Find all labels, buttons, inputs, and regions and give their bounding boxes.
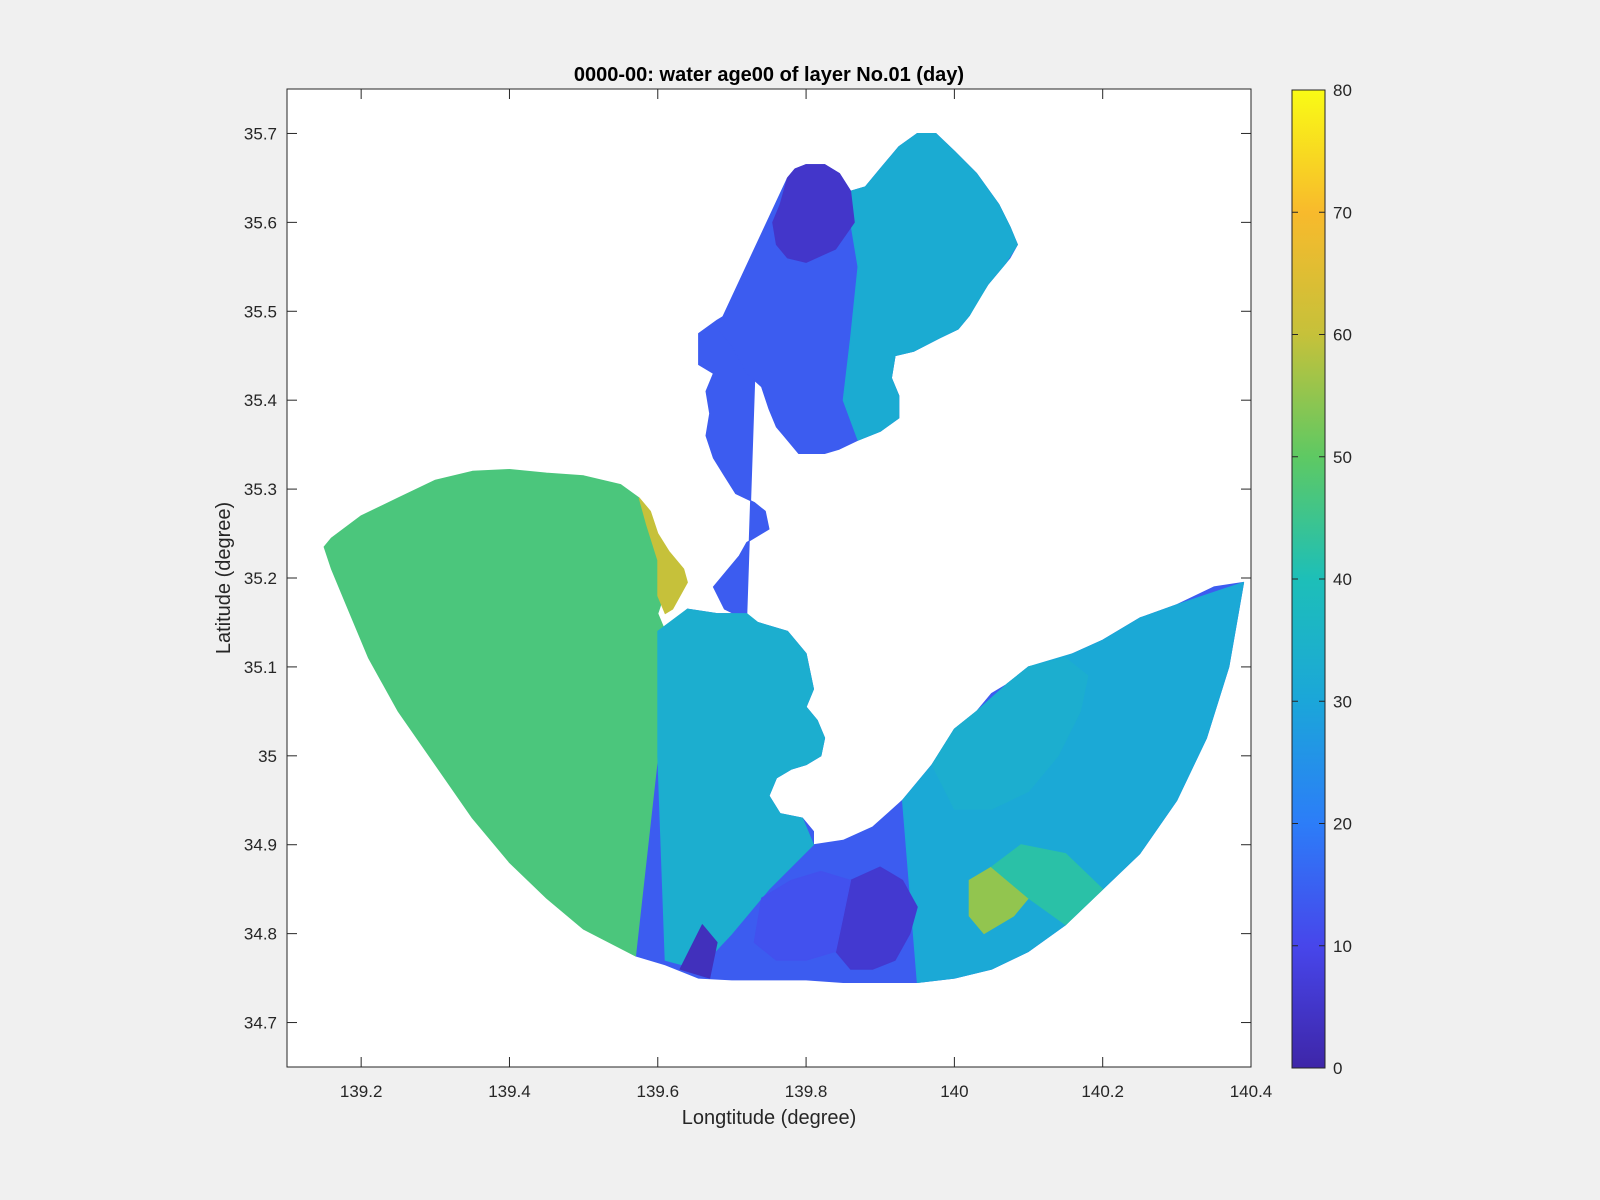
x-tick-label: 140.4	[1230, 1082, 1273, 1101]
colorbar-tick-label: 70	[1333, 203, 1352, 222]
water-region-6	[931, 657, 1089, 810]
colorbar-tick-label: 20	[1333, 815, 1352, 834]
x-tick-label: 140.2	[1081, 1082, 1124, 1101]
colorbar-tick-label: 50	[1333, 448, 1352, 467]
water-region-3	[638, 497, 688, 615]
y-axis-label: Latitude (degree)	[213, 502, 235, 654]
colorbar-tick-label: 60	[1333, 326, 1352, 345]
colorbar-tick-label: 80	[1333, 81, 1352, 100]
colorbar-tick-label: 40	[1333, 570, 1352, 589]
colorbar-tick-label: 10	[1333, 937, 1352, 956]
x-tick-label: 139.2	[340, 1082, 383, 1101]
y-axis: 34.7 34.8 34.9 35 35.1 35.2 35.3 35.4 35.5 35.6 35…	[244, 124, 1251, 1033]
y-tick-label: 34.7	[244, 1014, 277, 1033]
x-axis-label: Longtitude (degree)	[682, 1107, 857, 1129]
colorbar: 0 10 20 30 40 50 60 70 80	[1291, 81, 1352, 1078]
water-region-11	[679, 924, 718, 979]
water-region-4	[657, 608, 826, 970]
x-axis: 139.2 139.4 139.6 139.8 140 140.2 140.4	[340, 89, 1272, 1101]
water-region-10	[753, 870, 852, 961]
y-tick-label: 34.9	[244, 836, 277, 855]
y-tick-label: 35	[258, 747, 277, 766]
y-tick-label: 35.4	[244, 391, 277, 410]
water-age-field	[323, 133, 1245, 983]
colorbar-tick-label: 30	[1333, 692, 1352, 711]
y-tick-label: 35.7	[244, 124, 277, 143]
colorbar-tick-label: 0	[1333, 1059, 1342, 1078]
water-region-7	[842, 133, 1018, 441]
y-tick-label: 35.3	[244, 480, 277, 499]
x-tick-label: 139.4	[488, 1082, 531, 1101]
x-tick-label: 139.6	[636, 1082, 679, 1101]
water-region-13	[991, 844, 1104, 926]
y-tick-label: 35.5	[244, 302, 277, 321]
y-tick-label: 35.2	[244, 569, 277, 588]
water-region-8	[772, 164, 855, 263]
chart-title: 0000-00: water age00 of layer No.01 (day…	[574, 64, 964, 86]
x-tick-label: 140	[940, 1082, 968, 1101]
x-tick-label: 139.8	[785, 1082, 828, 1101]
y-tick-label: 35.6	[244, 213, 277, 232]
y-tick-label: 34.8	[244, 925, 277, 944]
y-tick-label: 35.1	[244, 658, 277, 677]
